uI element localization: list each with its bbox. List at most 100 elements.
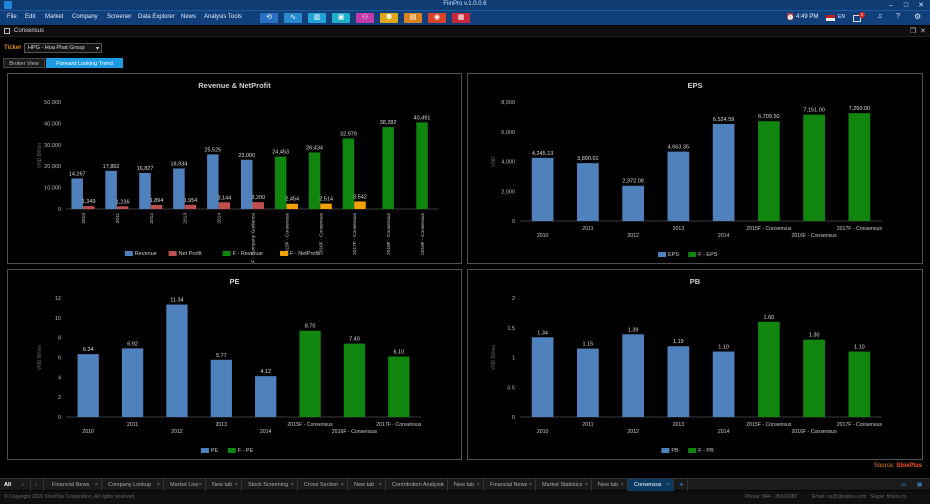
bottom-tab-3[interactable]: New tab × xyxy=(206,479,242,491)
bottom-tab-11[interactable]: New tab × xyxy=(592,479,628,491)
close-tab-icon[interactable]: × xyxy=(198,482,202,488)
panel-restore-icon[interactable]: ❐ xyxy=(910,28,917,35)
maximize-icon[interactable]: □ xyxy=(903,2,909,9)
bar-revenue[interactable] xyxy=(240,159,253,209)
bar-f-netprofit[interactable] xyxy=(320,203,332,209)
bar-f-netprofit[interactable] xyxy=(354,201,366,209)
close-tab-icon[interactable]: × xyxy=(620,482,624,488)
bar-revenue[interactable] xyxy=(71,178,83,209)
tab-forward-looking-trend[interactable]: Forward Looking Trend xyxy=(46,58,123,68)
bar-f-eps[interactable] xyxy=(758,121,780,221)
minimize-icon[interactable]: – xyxy=(889,2,893,9)
bar-pe[interactable] xyxy=(77,354,99,417)
bar-pe[interactable] xyxy=(255,376,277,417)
alarm-icon[interactable]: ⏰ xyxy=(786,14,795,21)
bar-f-netprofit[interactable] xyxy=(286,203,298,209)
bar-pe[interactable] xyxy=(166,304,188,417)
bar-revenue[interactable] xyxy=(139,172,151,209)
bar-f-pe[interactable] xyxy=(299,330,321,417)
bar-eps[interactable] xyxy=(667,151,690,221)
bar-growth-icon[interactable]: ▥ xyxy=(308,13,326,23)
bar-pe[interactable] xyxy=(121,348,144,417)
bar-pb[interactable] xyxy=(667,346,690,417)
bar-f-eps[interactable] xyxy=(848,113,871,221)
bar-f-eps[interactable] xyxy=(803,114,825,221)
bottom-tab-4[interactable]: Stock Screening × xyxy=(242,479,298,491)
bar-net-profit[interactable] xyxy=(218,202,231,209)
bar-eps[interactable] xyxy=(577,163,599,221)
menu-data-explorer[interactable]: Data Explorer xyxy=(138,14,175,20)
bar-f-revenue[interactable] xyxy=(342,138,355,209)
bottom-tab-12[interactable]: Consensus × xyxy=(628,479,674,491)
close-tab-icon[interactable]: × xyxy=(528,482,532,488)
menu-analysis-tools[interactable]: Analysis Tools xyxy=(204,14,242,20)
bar-pb[interactable] xyxy=(577,348,599,417)
bar-net-profit[interactable] xyxy=(82,206,95,209)
bar-pb[interactable] xyxy=(712,351,735,417)
tab-broker-view[interactable]: Broker View xyxy=(3,58,45,68)
menu-company[interactable]: Company xyxy=(72,14,98,20)
bar-f-revenue[interactable] xyxy=(308,152,321,209)
layout-icon[interactable]: ▦ xyxy=(917,482,923,488)
bottom-tab-7[interactable]: Contribution Analysis × xyxy=(386,479,448,491)
bar-net-profit[interactable] xyxy=(116,206,129,209)
menu-file[interactable]: File xyxy=(7,14,17,20)
people-icon[interactable]: ⚇ xyxy=(356,13,374,23)
bottom-tab-2[interactable]: Market Live × xyxy=(164,479,206,491)
close-tab-icon[interactable]: × xyxy=(476,482,480,488)
language-code[interactable]: EN xyxy=(838,14,845,20)
bottom-tab-10[interactable]: Market Statistics × xyxy=(536,479,592,491)
monitor-icon[interactable]: ▭ xyxy=(901,482,907,488)
group-icon[interactable]: ⚉ xyxy=(380,13,398,23)
bottom-tab-9[interactable]: Financial News × xyxy=(484,479,536,491)
close-tab-icon[interactable]: × xyxy=(584,482,588,488)
close-tab-icon[interactable]: × xyxy=(666,482,670,488)
ticker-dropdown[interactable]: HPG - Hoa Phat Group ▾ xyxy=(24,43,102,53)
bar-pb[interactable] xyxy=(622,334,644,417)
bar-f-pe[interactable] xyxy=(388,356,410,417)
target-icon[interactable]: ◉ xyxy=(428,13,446,23)
close-tab-icon[interactable]: × xyxy=(378,482,382,488)
scroll-right-icon[interactable]: › xyxy=(31,479,44,491)
bottom-tab-8[interactable]: New tab × xyxy=(448,479,484,491)
menu-news[interactable]: News xyxy=(181,14,197,20)
help-icon[interactable]: ? xyxy=(896,13,900,20)
bar-pe[interactable] xyxy=(210,359,232,417)
bar-eps[interactable] xyxy=(531,157,554,221)
bottom-tab-1[interactable]: Company Lookup × xyxy=(102,479,164,491)
bar-eps[interactable] xyxy=(622,185,644,221)
bar-f-revenue[interactable] xyxy=(416,122,428,209)
scroll-left-icon[interactable]: ‹ xyxy=(18,479,31,491)
close-tab-icon[interactable]: × xyxy=(234,482,238,488)
monitor-icon[interactable]: ▣ xyxy=(332,13,350,23)
bar-revenue[interactable] xyxy=(105,170,117,209)
bar-revenue[interactable] xyxy=(173,168,185,209)
stats-icon[interactable]: ▦ xyxy=(452,13,470,23)
settings-gear-icon[interactable]: ⚙ xyxy=(914,12,922,21)
bar-f-revenue[interactable] xyxy=(274,156,287,209)
line-chart-icon[interactable]: ∿ xyxy=(284,13,302,23)
close-tab-icon[interactable]: × xyxy=(440,482,444,488)
bar-net-profit[interactable] xyxy=(184,204,197,209)
close-icon[interactable]: ✕ xyxy=(918,2,924,9)
bar-f-pb[interactable] xyxy=(803,339,825,417)
bar-f-revenue[interactable] xyxy=(382,127,394,209)
tab-all[interactable]: All xyxy=(4,482,12,488)
menu-market[interactable]: Market xyxy=(45,14,64,20)
panel-close-icon[interactable]: ✕ xyxy=(920,28,926,35)
bar-pb[interactable] xyxy=(531,337,554,417)
menu-screener[interactable]: Screener xyxy=(107,14,132,20)
close-tab-icon[interactable]: × xyxy=(94,482,98,488)
bar-revenue[interactable] xyxy=(207,154,219,209)
bell-icon[interactable]: ♫ xyxy=(877,13,883,20)
mail-icon[interactable] xyxy=(853,15,861,22)
close-tab-icon[interactable]: × xyxy=(156,482,160,488)
menu-edit[interactable]: Edit xyxy=(25,14,36,20)
bottom-tab-6[interactable]: New tab × xyxy=(348,479,386,491)
bar-f-pb[interactable] xyxy=(848,351,871,417)
briefcase-icon[interactable]: ▤ xyxy=(404,13,422,23)
bar-net-profit[interactable] xyxy=(252,202,265,209)
refresh-icon[interactable]: ⟲ xyxy=(260,13,278,23)
bar-net-profit[interactable] xyxy=(150,204,163,209)
bar-f-pb[interactable] xyxy=(758,321,780,417)
